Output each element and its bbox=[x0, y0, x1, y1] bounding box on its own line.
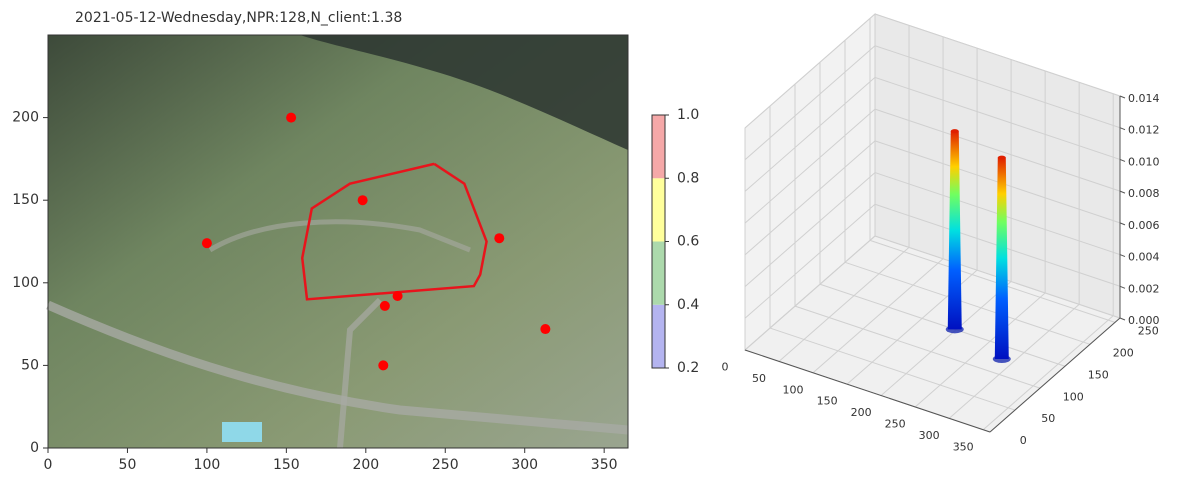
grid-line bbox=[874, 108, 1121, 192]
boundary bbox=[300, 162, 488, 301]
point bbox=[379, 300, 390, 311]
grid-line bbox=[744, 203, 876, 319]
grid-line bbox=[744, 172, 876, 287]
chart-title: 2021-05-12-Wednesday,NPR:128,N_client:1.… bbox=[75, 10, 402, 26]
x-tick-label: 0 bbox=[722, 361, 729, 374]
z-tick bbox=[1119, 285, 1126, 289]
peak bbox=[947, 131, 962, 330]
z-tick-label: 0.012 bbox=[1128, 124, 1160, 137]
x-tick-label: 250 bbox=[432, 457, 459, 473]
z-tick-label: 0.006 bbox=[1128, 219, 1160, 232]
axis-line bbox=[744, 349, 991, 433]
grid-line bbox=[874, 13, 1121, 97]
z-tick-label: 0.010 bbox=[1128, 155, 1160, 168]
z-tick-label: 0.004 bbox=[1128, 251, 1160, 264]
point bbox=[357, 195, 368, 206]
x-tick-label: 100 bbox=[783, 383, 804, 396]
y-tick-label: 50 bbox=[21, 357, 39, 373]
x-tick-label: 350 bbox=[953, 440, 974, 453]
y-tick-label: 200 bbox=[12, 110, 39, 126]
z-tick bbox=[1119, 158, 1126, 162]
peak-top bbox=[950, 129, 959, 134]
aerial-image bbox=[46, 35, 629, 449]
grid-line bbox=[744, 13, 876, 129]
colorbar-segment bbox=[652, 178, 665, 242]
x-tick-label: 300 bbox=[919, 429, 940, 442]
colorbar-tick-label: 0.8 bbox=[677, 170, 699, 186]
z-tick bbox=[1119, 127, 1126, 131]
x-tick-label: 100 bbox=[194, 457, 221, 473]
colorbar-segment bbox=[652, 241, 665, 305]
y-tick-label: 200 bbox=[1113, 346, 1134, 359]
z-tick-label: 0.002 bbox=[1128, 282, 1160, 295]
colorbar-tick-label: 0.6 bbox=[677, 234, 699, 250]
x-tick-label: 250 bbox=[885, 417, 906, 430]
point bbox=[540, 324, 551, 335]
grid-line bbox=[794, 305, 1041, 389]
z-tick bbox=[1119, 254, 1126, 258]
grid-line bbox=[914, 292, 1046, 408]
point bbox=[201, 238, 212, 249]
grid-line bbox=[744, 108, 876, 224]
x-tick-label: 50 bbox=[119, 457, 137, 473]
peak bbox=[994, 157, 1009, 360]
grid-line bbox=[844, 261, 1091, 345]
grid-line bbox=[874, 76, 1121, 160]
y-tick-label: 0 bbox=[1020, 434, 1027, 447]
colorbar-segment bbox=[652, 304, 665, 368]
colorbar-tick-label: 0.4 bbox=[677, 297, 699, 313]
x-tick-label: 150 bbox=[817, 395, 838, 408]
x-tick-label: 50 bbox=[752, 372, 766, 385]
grid-line bbox=[880, 281, 1012, 396]
colorbar-tick-label: 1.0 bbox=[677, 107, 699, 123]
point bbox=[286, 112, 297, 123]
grid-line bbox=[744, 140, 876, 256]
x-tick-label: 150 bbox=[273, 457, 300, 473]
grid-line bbox=[948, 303, 1080, 419]
grid-line bbox=[819, 283, 1066, 367]
y-tick-label: 100 bbox=[12, 275, 39, 291]
grid-line bbox=[778, 247, 910, 362]
peak-top bbox=[997, 155, 1006, 160]
point bbox=[378, 360, 389, 371]
y-tick-label: 150 bbox=[12, 192, 39, 208]
x-tick-label: 0 bbox=[44, 457, 53, 473]
z-tick bbox=[1119, 222, 1126, 226]
grid-line bbox=[874, 45, 1121, 129]
grid-line bbox=[982, 315, 1114, 431]
axis-line bbox=[989, 317, 1121, 433]
colorbar-segment bbox=[652, 115, 665, 179]
y-tick-label: 50 bbox=[1041, 412, 1055, 425]
grid-line bbox=[869, 239, 1116, 323]
z-tick-label: 0.000 bbox=[1128, 314, 1160, 327]
x-tick-label: 350 bbox=[591, 457, 618, 473]
x-tick-label: 300 bbox=[511, 457, 538, 473]
z-tick-label: 0.008 bbox=[1128, 187, 1160, 200]
colorbar-tick-label: 0.2 bbox=[677, 360, 699, 376]
y-tick-label: 0 bbox=[30, 440, 39, 456]
plot-frame bbox=[47, 34, 629, 449]
z-tick-label: 0.014 bbox=[1128, 92, 1160, 105]
grid-line bbox=[812, 258, 944, 374]
z-tick bbox=[1119, 95, 1126, 99]
grid-line bbox=[744, 77, 876, 192]
y-tick-label: 250 bbox=[1138, 324, 1159, 337]
point bbox=[392, 291, 403, 302]
x-tick-label: 200 bbox=[352, 457, 379, 473]
grid-line bbox=[744, 45, 876, 161]
z-tick bbox=[1119, 190, 1126, 194]
grid-line bbox=[744, 235, 876, 351]
x-tick-label: 200 bbox=[851, 406, 872, 419]
y-tick-label: 150 bbox=[1088, 368, 1109, 381]
point bbox=[494, 233, 505, 244]
z-tick bbox=[1119, 317, 1126, 321]
grid-line bbox=[769, 327, 1016, 411]
y-tick-label: 100 bbox=[1063, 390, 1084, 403]
